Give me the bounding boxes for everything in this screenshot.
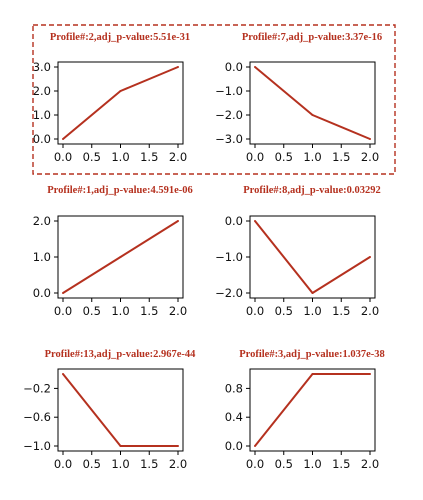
y-tick-label: −0.6 xyxy=(23,410,51,424)
x-tick-label: 2.0 xyxy=(169,150,187,164)
y-tick-label: 2.0 xyxy=(33,214,51,228)
series-line xyxy=(254,220,371,294)
panel-title: Profile#:8,adj_p-value:0.03292 xyxy=(243,185,380,196)
data-point xyxy=(311,114,314,116)
x-tick-label: 2.0 xyxy=(361,304,379,318)
x-tick-label: 0.0 xyxy=(246,304,264,318)
y-tick-label: 0.0 xyxy=(225,439,243,453)
data-point xyxy=(62,373,64,375)
panel-title: Profile#:1,adj_p-value:4.591e-06 xyxy=(47,185,193,196)
data-point xyxy=(369,256,371,258)
data-point xyxy=(177,220,179,222)
x-tick-label: 1.0 xyxy=(303,457,321,471)
x-tick-label: 0.5 xyxy=(275,457,293,471)
x-tick-label: 1.5 xyxy=(332,150,350,164)
y-tick-label: −3.0 xyxy=(215,132,243,146)
y-tick-label: −2.0 xyxy=(215,286,243,300)
y-tick-label: −1.0 xyxy=(215,250,243,264)
y-tick-label: 1.0 xyxy=(33,108,51,122)
series-line xyxy=(62,373,178,447)
x-tick-label: 0.5 xyxy=(275,150,293,164)
x-tick-label: 1.0 xyxy=(111,457,129,471)
data-point xyxy=(177,445,179,447)
y-tick-label: 0.0 xyxy=(33,132,51,146)
y-tick-label: 1.0 xyxy=(33,250,51,264)
data-point xyxy=(254,66,256,68)
y-tick-label: 0.0 xyxy=(33,286,51,300)
panel-profile-1: Profile#:1,adj_p-value:4.591e-06 0.0 0.5 1.… xyxy=(33,185,193,318)
data-point xyxy=(369,373,371,375)
x-tick-label: 0.5 xyxy=(83,150,101,164)
data-point xyxy=(62,138,64,140)
x-tick-label: 1.0 xyxy=(303,150,321,164)
x-tick-label: 1.5 xyxy=(332,304,350,318)
series-line xyxy=(254,373,370,447)
data-point xyxy=(119,256,122,258)
series-line xyxy=(62,66,179,140)
series-line xyxy=(254,66,371,140)
y-tick-label: 2.0 xyxy=(33,84,51,98)
data-point xyxy=(177,66,179,68)
data-point xyxy=(369,138,371,140)
x-tick-label: 2.0 xyxy=(169,304,187,318)
data-point xyxy=(254,220,256,222)
y-tick-label: −0.2 xyxy=(23,381,51,395)
x-tick-label: 2.0 xyxy=(169,457,187,471)
y-tick-label: 3.0 xyxy=(33,60,51,74)
panel-title: Profile#:7,adj_p-value:3.37e-16 xyxy=(242,32,382,43)
plot-frame xyxy=(57,368,184,452)
y-tick-label: −2.0 xyxy=(215,108,243,122)
x-tick-label: 1.5 xyxy=(332,457,350,471)
x-tick-label: 0.5 xyxy=(83,457,101,471)
y-tick-label: −1.0 xyxy=(215,84,243,98)
plot-frame xyxy=(57,61,184,145)
y-tick-label: 0.4 xyxy=(225,410,243,424)
x-tick-label: 1.5 xyxy=(140,457,158,471)
y-tick-label: 0.8 xyxy=(225,381,243,395)
data-point xyxy=(311,292,314,294)
panel-profile-8: Profile#:8,adj_p-value:0.03292 0.0 0.5 1.0 1… xyxy=(215,185,381,318)
panel-profile-3: Profile#:3,adj_p-value:1.037e-38 0.0 0.5 1.… xyxy=(225,349,385,471)
x-tick-label: 1.5 xyxy=(140,150,158,164)
panel-title: Profile#:2,adj_p-value:5.51e-31 xyxy=(50,32,190,43)
panel-profile-7: Profile#:7,adj_p-value:3.37e-16 0.0 0.5 1.0… xyxy=(215,32,382,164)
panel-profile-13: Profile#:13,adj_p-value:2.967e-44 0.0 0.5 1… xyxy=(23,349,196,471)
x-tick-label: 0.0 xyxy=(54,457,72,471)
x-tick-label: 2.0 xyxy=(361,150,379,164)
y-tick-label: −1.0 xyxy=(23,439,51,453)
panel-profile-2: Profile#:2,adj_p-value:5.51e-31 0.0 0.5 1.0… xyxy=(33,32,190,164)
y-tick-label: 0.0 xyxy=(225,60,243,74)
x-tick-label: 0.5 xyxy=(275,304,293,318)
data-point xyxy=(119,445,122,447)
data-point xyxy=(119,90,122,92)
x-tick-label: 0.0 xyxy=(246,150,264,164)
x-tick-label: 1.0 xyxy=(111,150,129,164)
plot-frame xyxy=(249,215,376,299)
x-tick-label: 0.0 xyxy=(54,150,72,164)
data-point xyxy=(254,445,256,447)
x-tick-label: 1.0 xyxy=(303,304,321,318)
x-tick-label: 0.0 xyxy=(54,304,72,318)
x-tick-label: 1.5 xyxy=(140,304,158,318)
x-tick-label: 1.0 xyxy=(111,304,129,318)
y-tick-label: 0.0 xyxy=(225,214,243,228)
panel-title: Profile#:3,adj_p-value:1.037e-38 xyxy=(239,349,385,360)
panel-title: Profile#:13,adj_p-value:2.967e-44 xyxy=(45,349,197,360)
x-tick-label: 0.5 xyxy=(83,304,101,318)
x-tick-label: 0.0 xyxy=(246,457,264,471)
x-tick-label: 2.0 xyxy=(361,457,379,471)
plot-frame xyxy=(249,61,376,145)
data-point xyxy=(311,373,314,375)
plot-frame xyxy=(249,368,376,452)
highlight-box xyxy=(32,24,396,175)
data-point xyxy=(62,292,64,294)
